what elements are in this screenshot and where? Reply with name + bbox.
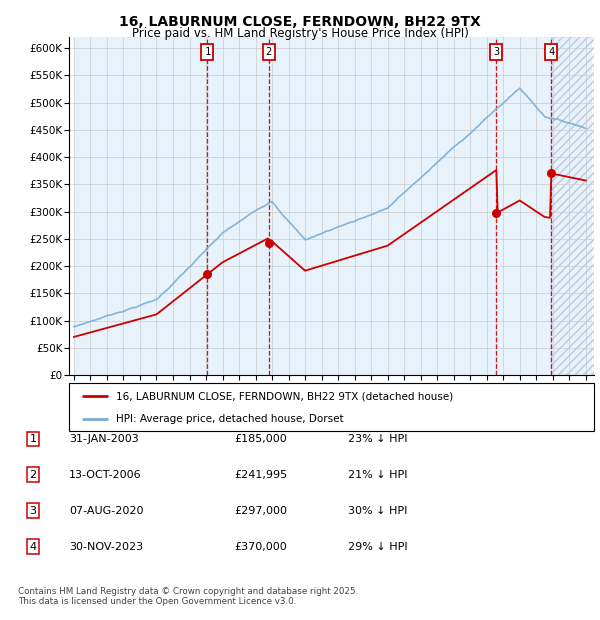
Text: HPI: Average price, detached house, Dorset: HPI: Average price, detached house, Dors… bbox=[116, 414, 344, 424]
Text: 16, LABURNUM CLOSE, FERNDOWN, BH22 9TX (detached house): 16, LABURNUM CLOSE, FERNDOWN, BH22 9TX (… bbox=[116, 391, 454, 401]
Text: £241,995: £241,995 bbox=[234, 470, 287, 480]
Text: 31-JAN-2003: 31-JAN-2003 bbox=[69, 434, 139, 444]
Text: £297,000: £297,000 bbox=[234, 506, 287, 516]
Text: 13-OCT-2006: 13-OCT-2006 bbox=[69, 470, 142, 480]
Bar bbox=[74, 37, 208, 375]
Text: 30-NOV-2023: 30-NOV-2023 bbox=[69, 542, 143, 552]
Text: 1: 1 bbox=[204, 47, 211, 58]
Text: 23% ↓ HPI: 23% ↓ HPI bbox=[348, 434, 407, 444]
Text: 2: 2 bbox=[29, 470, 37, 480]
Text: 16, LABURNUM CLOSE, FERNDOWN, BH22 9TX: 16, LABURNUM CLOSE, FERNDOWN, BH22 9TX bbox=[119, 16, 481, 30]
Text: Price paid vs. HM Land Registry's House Price Index (HPI): Price paid vs. HM Land Registry's House … bbox=[131, 27, 469, 40]
Text: 4: 4 bbox=[548, 47, 554, 58]
Text: £185,000: £185,000 bbox=[234, 434, 287, 444]
Bar bbox=[551, 37, 594, 375]
Bar bbox=[496, 37, 551, 375]
Text: 21% ↓ HPI: 21% ↓ HPI bbox=[348, 470, 407, 480]
Text: 29% ↓ HPI: 29% ↓ HPI bbox=[348, 542, 407, 552]
Text: 3: 3 bbox=[29, 506, 37, 516]
Bar bbox=[551, 37, 590, 375]
Text: Contains HM Land Registry data © Crown copyright and database right 2025.
This d: Contains HM Land Registry data © Crown c… bbox=[18, 587, 358, 606]
Text: 4: 4 bbox=[29, 542, 37, 552]
Text: 30% ↓ HPI: 30% ↓ HPI bbox=[348, 506, 407, 516]
Text: £370,000: £370,000 bbox=[234, 542, 287, 552]
Text: 2: 2 bbox=[265, 47, 272, 58]
Bar bbox=[551, 37, 594, 375]
Text: 07-AUG-2020: 07-AUG-2020 bbox=[69, 506, 143, 516]
Bar bbox=[208, 37, 269, 375]
Text: 1: 1 bbox=[29, 434, 37, 444]
FancyBboxPatch shape bbox=[69, 383, 594, 431]
Bar bbox=[269, 37, 496, 375]
Text: 3: 3 bbox=[493, 47, 500, 58]
